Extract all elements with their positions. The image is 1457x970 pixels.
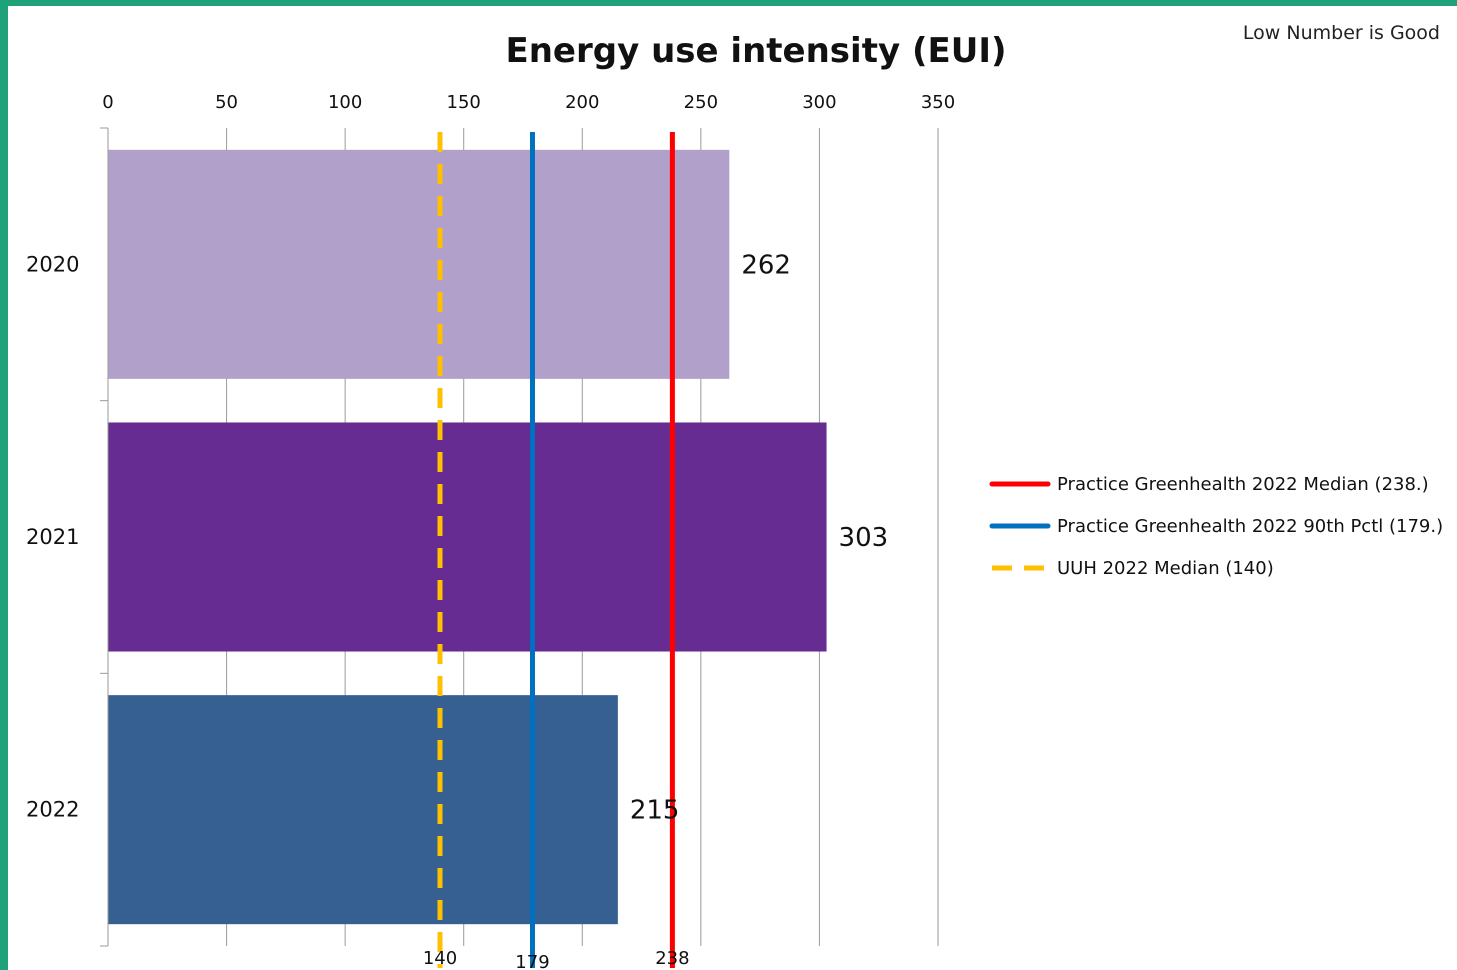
data-label-2022: 215 <box>630 796 680 826</box>
x-tick-label-50: 50 <box>215 92 238 113</box>
legend-label-140: UUH 2022 Median (140) <box>1057 558 1274 579</box>
x-tick-label-0: 0 <box>102 92 113 113</box>
chart-title: Energy use intensity (EUI) <box>505 31 1006 71</box>
reference-line-label-140: 140 <box>423 948 457 969</box>
x-tick-label-150: 150 <box>447 92 481 113</box>
bar-2021 <box>108 422 827 652</box>
category-label-2020: 2020 <box>26 252 79 276</box>
chart-frame: Low Number is Good Energy use intensity … <box>8 6 1457 970</box>
category-label-2021: 2021 <box>26 525 79 549</box>
bar-2022 <box>108 695 618 925</box>
data-label-2020: 262 <box>741 250 791 280</box>
x-tick-label-300: 300 <box>802 92 836 113</box>
low-number-note: Low Number is Good <box>1242 22 1440 44</box>
legend-label-238: Practice Greenhealth 2022 Median (238.) <box>1057 474 1429 495</box>
legend-label-179: Practice Greenhealth 2022 90th Pctl (179… <box>1057 516 1443 537</box>
reference-line-label-179: 179 <box>515 952 549 970</box>
data-label-2021: 303 <box>839 523 889 553</box>
x-tick-label-350: 350 <box>921 92 955 113</box>
x-tick-label-250: 250 <box>684 92 718 113</box>
bar-2020 <box>108 149 730 379</box>
reference-line-label-238: 238 <box>655 948 689 969</box>
category-label-2022: 2022 <box>26 798 79 822</box>
x-tick-label-100: 100 <box>328 92 362 113</box>
x-tick-label-200: 200 <box>565 92 599 113</box>
eui-bar-chart: Energy use intensity (EUI) 0 50 100 150 200 2… <box>26 31 1443 970</box>
